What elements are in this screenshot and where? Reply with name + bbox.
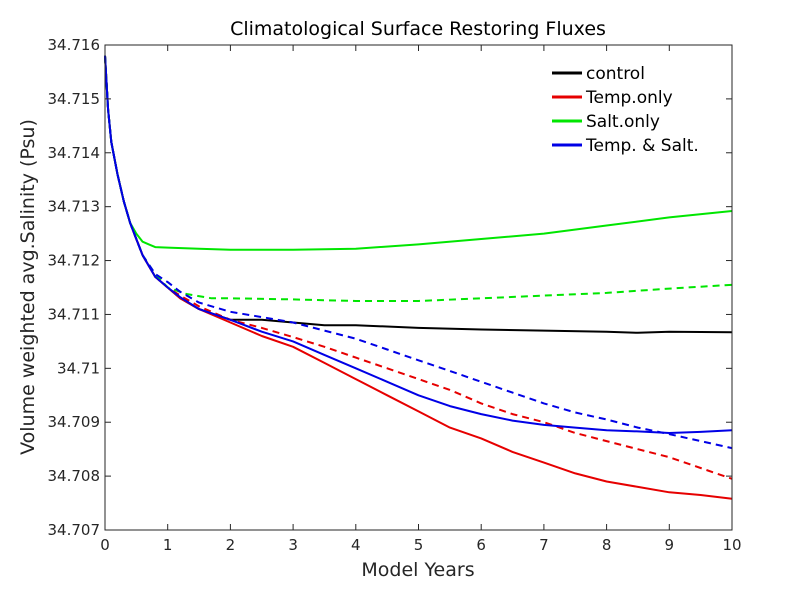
legend-label: Temp. & Salt.: [585, 136, 699, 156]
x-tick-label: 9: [665, 536, 675, 554]
y-tick-label: 34.711: [48, 305, 101, 323]
y-tick-label: 34.716: [48, 36, 101, 54]
y-tick-label: 34.715: [48, 90, 101, 108]
y-tick-label: 34.714: [48, 144, 101, 162]
y-tick-label: 34.712: [48, 252, 101, 270]
x-tick-label: 1: [163, 536, 173, 554]
x-tick-label: 4: [351, 536, 361, 554]
legend-label: control: [586, 64, 645, 84]
legend-label: Temp.only: [585, 88, 673, 108]
y-tick-label: 34.71: [57, 359, 100, 377]
x-tick-label: 3: [288, 536, 298, 554]
chart-title: Climatological Surface Restoring Fluxes: [230, 18, 606, 40]
x-tick-label: 8: [602, 536, 612, 554]
series-line-temp-salt-dashed: [104, 55, 733, 450]
x-tick-label: 6: [476, 536, 486, 554]
series-line-salt-only-dashed: [104, 55, 733, 302]
x-tick-label: 10: [722, 536, 741, 554]
legend: control Temp.only Salt.only Temp. & Salt.: [552, 64, 699, 156]
x-axis-label: Model Years: [361, 559, 474, 581]
x-tick-label: 7: [539, 536, 549, 554]
y-tick-label: 34.708: [48, 467, 101, 485]
x-tick-label: 5: [414, 536, 424, 554]
x-tick-label: 0: [100, 536, 110, 554]
y-tick-label: 34.707: [48, 521, 101, 539]
axes-layer: 0 1 2 3 4 5 6 7 8 9 10 34.707 34.708 34.709 34.71 34.71…: [48, 36, 742, 554]
y-tick-label: 34.709: [48, 413, 101, 431]
x-tick-label: 2: [226, 536, 236, 554]
plot-area: [105, 45, 732, 530]
series-layer: [104, 55, 733, 500]
legend-label: Salt.only: [586, 112, 660, 132]
y-axis-label: Volume weighted avg.Salinity (Psu): [17, 119, 39, 455]
y-tick-label: 34.713: [48, 198, 101, 216]
